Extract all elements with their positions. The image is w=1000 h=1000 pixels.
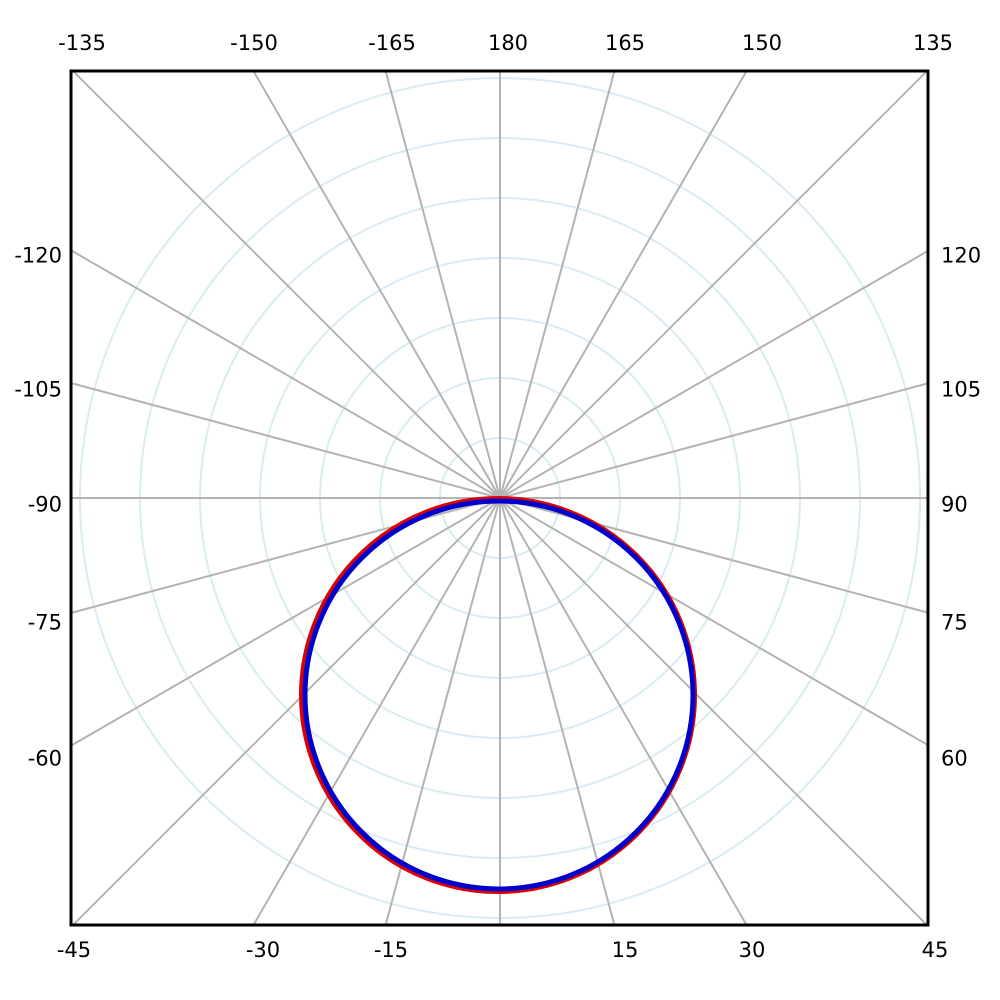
- grid-radial-345: [384, 71, 501, 499]
- bottom-axis-tick-label-2: -15: [373, 938, 409, 962]
- series-curve-1: [302, 498, 696, 892]
- right-axis-tick-label-4: 60: [941, 746, 968, 771]
- top-axis-tick-label-2: -165: [368, 31, 416, 55]
- grid-radial-330: [252, 71, 501, 499]
- grid-radial-150: [499, 497, 748, 925]
- data-series-layer: [299, 496, 697, 894]
- grid-radial-210: [252, 497, 501, 925]
- bottom-axis-tick-label-3: 15: [611, 938, 639, 962]
- left-axis-tick-label-3: -75: [27, 610, 62, 635]
- plot-border: [69, 69, 930, 927]
- top-axis-tick-label-1: -150: [230, 31, 278, 55]
- right-axis-tick-label-0: 120: [941, 243, 982, 268]
- bottom-axis-tick-label-1: -30: [245, 938, 281, 962]
- top-axis-tick-label-6: 135: [912, 31, 954, 55]
- grid-radial-255: [71, 497, 501, 614]
- right-axis-tick-label-3: 75: [941, 610, 968, 635]
- grid-radial-195: [384, 497, 501, 925]
- grid-radial-60: [499, 249, 928, 499]
- left-axis-tick-label-1: -105: [14, 377, 62, 402]
- right-axis-tick-label-2: 90: [941, 492, 968, 517]
- grid-radial-315: [71, 71, 501, 499]
- grid-radial-120: [499, 497, 928, 747]
- right-axis-tick-label-1: 105: [941, 377, 982, 402]
- top-axis-tick-label-4: 165: [604, 31, 646, 55]
- bottom-axis-tick-label-5: 45: [921, 938, 949, 962]
- grid-radial-225: [71, 497, 501, 925]
- left-axis-tick-label-0: -120: [14, 243, 62, 268]
- grid-radial-45: [499, 71, 928, 499]
- grid-radial-240: [71, 497, 501, 747]
- grid-radial-30: [499, 71, 748, 499]
- bottom-axis-tick-label-4: 30: [738, 938, 766, 962]
- grid-radial-135: [499, 497, 928, 925]
- top-axis-tick-label-0: -135: [58, 31, 106, 55]
- grid-radial-105: [499, 497, 928, 614]
- grid-radial-300: [71, 249, 501, 499]
- grid-radial-15: [499, 71, 616, 499]
- left-axis-tick-label-4: -60: [27, 746, 62, 771]
- top-axis-tick-label-5: 150: [741, 31, 783, 55]
- grid-radial-75: [499, 382, 928, 499]
- bottom-axis-tick-label-0: -45: [56, 938, 92, 962]
- top-axis-tick-label-3: 180: [487, 31, 529, 55]
- left-axis-tick-label-2: -90: [27, 492, 62, 517]
- grid-radial-285: [71, 382, 501, 499]
- grid-radial-165: [499, 497, 616, 925]
